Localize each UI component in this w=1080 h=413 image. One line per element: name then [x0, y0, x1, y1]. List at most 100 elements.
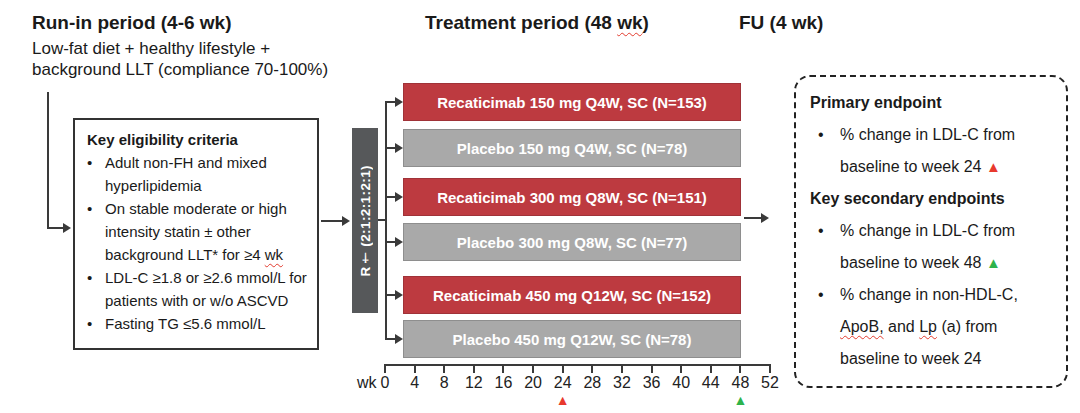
treatment-title-wk-misspelled: wk: [617, 12, 642, 33]
branch-trunk-line: [385, 101, 387, 340]
treatment-arm-recaticimab-450mg: Recaticimab 450 mg Q12W, SC (N=152): [403, 276, 741, 314]
run-in-connector-vertical-line: [47, 92, 49, 229]
randomization-to-trunk-line: [378, 219, 385, 221]
axis-tick: [591, 364, 593, 373]
endpoints-box: Primary endpoint • % change in LDL-C fro…: [794, 75, 1068, 388]
axis-tick: [443, 364, 445, 373]
run-in-connector-horizontal-line: [47, 227, 64, 229]
axis-tick: [769, 364, 771, 373]
treatment-arm-placebo-450mg: Placebo 450 mg Q12W, SC (N=78): [403, 320, 741, 358]
secondary-endpoints-title: Key secondary endpoints: [810, 183, 1056, 215]
randomization-box: R† (2:1:2:1:2:1): [352, 128, 378, 313]
primary-endpoint-title: Primary endpoint: [810, 87, 1056, 119]
arm-label: Placebo 450 mg Q12W, SC (N=78): [453, 331, 692, 348]
axis-tick: [621, 364, 623, 373]
arm-label: Recaticimab 300 mg Q8W, SC (N=151): [437, 189, 707, 206]
primary-endpoint-text: % change in LDL-C from baseline to week …: [840, 119, 1056, 183]
week-axis-unit-label: wk: [357, 374, 377, 392]
axis-tick-label: 8: [440, 374, 449, 392]
axis-tick-label: 40: [672, 374, 690, 392]
bullet-icon: •: [818, 119, 840, 183]
axis-tick-label: 0: [381, 374, 390, 392]
treatment-arm-placebo-150mg: Placebo 150 mg Q4W, SC (N=78): [403, 129, 741, 167]
secondary-endpoint-2-text: % change in non-HDL-C, ApoB, and Lp (a) …: [840, 279, 1056, 375]
bullet-icon: •: [87, 197, 105, 266]
randomization-ratio-label: R† (2:1:2:1:2:1): [358, 165, 373, 276]
bullet-icon: •: [818, 215, 840, 279]
arm-label: Placebo 300 mg Q8W, SC (N=77): [457, 234, 688, 251]
treatment-arm-recaticimab-300mg: Recaticimab 300 mg Q8W, SC (N=151): [403, 178, 741, 216]
eligibility-bullet-2: • On stable moderate or high intensity s…: [87, 197, 311, 266]
axis-tick-label: 52: [761, 374, 779, 392]
branch-arrowhead-arm-3: [395, 192, 403, 202]
axis-tick: [739, 364, 741, 373]
bullet-icon: •: [87, 266, 105, 312]
week24-marker-triangle-icon: ▲: [556, 393, 570, 407]
axis-tick-label: 48: [731, 374, 749, 392]
eligibility-title: Key eligibility criteria: [87, 128, 311, 151]
axis-tick: [532, 364, 534, 373]
eligibility-bullet-2-text: On stable moderate or high intensity sta…: [105, 197, 311, 266]
green-triangle-icon: ▲: [986, 254, 1001, 271]
treatment-arm-recaticimab-150mg: Recaticimab 150 mg Q4W, SC (N=153): [403, 83, 741, 121]
eligibility-bullet-2-wk-misspelled: wk: [265, 246, 283, 263]
axis-tick: [384, 364, 386, 373]
axis-tick: [562, 364, 564, 373]
branch-arrowhead-arm-2: [395, 143, 403, 153]
treatment-title-text: Treatment period (48: [425, 12, 617, 33]
bullet-icon: •: [87, 312, 105, 335]
axis-tick: [414, 364, 416, 373]
axis-tick: [473, 364, 475, 373]
eligibility-bullet-4-text: Fasting TG ≤5.6 mmol/L: [105, 312, 311, 335]
eligibility-to-randomization-arrowhead: [342, 216, 350, 226]
axis-tick: [710, 364, 712, 373]
arm-label: Placebo 150 mg Q4W, SC (N=78): [457, 140, 688, 157]
treatment-title-close-paren: ): [643, 12, 649, 33]
branch-arrowhead-arm-4: [395, 237, 403, 247]
axis-tick-label: 24: [554, 374, 572, 392]
week48-marker-triangle-icon: ▲: [733, 393, 747, 407]
secondary-endpoint-2-pre: % change in non-HDL-C,: [840, 286, 1018, 303]
eligibility-bullet-1-text: Adult non-FH and mixed hyperlipidemia: [105, 151, 311, 197]
arm-label: Recaticimab 450 mg Q12W, SC (N=152): [433, 287, 711, 304]
eligibility-bullet-1: • Adult non-FH and mixed hyperlipidemia: [87, 151, 311, 197]
eligibility-bullet-2-main: On stable moderate or high intensity sta…: [105, 200, 287, 263]
axis-tick-label: 44: [702, 374, 720, 392]
branch-arrowhead-arm-1: [395, 97, 403, 107]
follow-up-title: FU (4 wk): [739, 12, 823, 34]
run-in-period-subtitle-line1: Low-fat diet + healthy lifestyle +: [32, 38, 270, 59]
red-triangle-icon: ▲: [986, 158, 1001, 175]
eligibility-bullet-3-text: LDL-C ≥1.8 or ≥2.6 mmol/L for patients w…: [105, 266, 311, 312]
axis-tick-label: 32: [613, 374, 631, 392]
axis-tick-label: 28: [583, 374, 601, 392]
axis-tick: [502, 364, 504, 373]
treatment-to-endpoints-arrowhead: [761, 213, 769, 223]
bullet-icon: •: [818, 279, 840, 375]
apob-misspelled: ApoB,: [840, 318, 884, 335]
secondary-endpoint-bullet-2: • % change in non-HDL-C, ApoB, and Lp (a…: [810, 279, 1056, 375]
eligibility-criteria-box: Key eligibility criteria • Adult non-FH …: [73, 118, 319, 350]
study-design-diagram: Run-in period (4-6 wk) Low-fat diet + he…: [0, 0, 1080, 413]
axis-tick-label: 36: [643, 374, 661, 392]
treatment-period-title: Treatment period (48 wk): [425, 12, 649, 34]
axis-tick-label: 4: [410, 374, 419, 392]
axis-tick-label: 20: [524, 374, 542, 392]
eligibility-bullet-3: • LDL-C ≥1.8 or ≥2.6 mmol/L for patients…: [87, 266, 311, 312]
run-in-arrowhead: [63, 223, 71, 233]
axis-tick: [651, 364, 653, 373]
secondary-endpoint-1-text: % change in LDL-C from baseline to week …: [840, 215, 1056, 279]
treatment-to-endpoints-line: [744, 217, 762, 219]
treatment-arm-placebo-300mg: Placebo 300 mg Q8W, SC (N=77): [403, 223, 741, 261]
bullet-icon: •: [87, 151, 105, 197]
branch-arrowhead-arm-5: [395, 290, 403, 300]
secondary-endpoint-2-mid: and: [884, 318, 920, 335]
axis-tick: [680, 364, 682, 373]
run-in-period-subtitle-line2: background LLT (compliance 70-100%): [32, 59, 328, 80]
lp-misspelled: Lp: [919, 318, 937, 335]
eligibility-bullet-4: • Fasting TG ≤5.6 mmol/L: [87, 312, 311, 335]
arm-label: Recaticimab 150 mg Q4W, SC (N=153): [437, 94, 707, 111]
run-in-period-title: Run-in period (4-6 wk): [32, 12, 232, 34]
primary-endpoint-bullet: • % change in LDL-C from baseline to wee…: [810, 119, 1056, 183]
branch-arrowhead-arm-6: [395, 334, 403, 344]
axis-tick-label: 12: [465, 374, 483, 392]
